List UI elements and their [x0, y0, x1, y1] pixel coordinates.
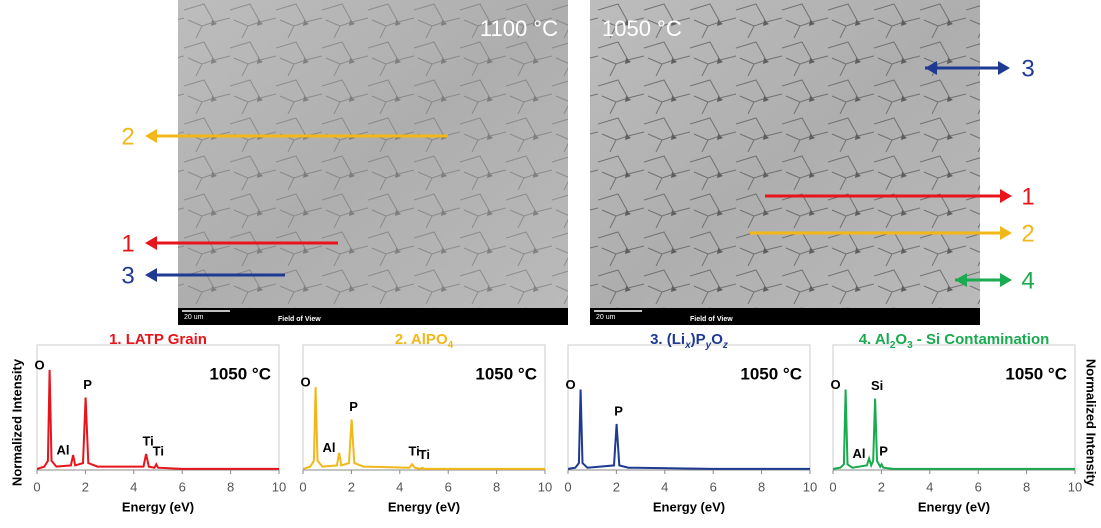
title-part: 3	[907, 340, 913, 351]
x-tick-label: 10	[1068, 479, 1082, 494]
peak-label: Ti	[142, 433, 153, 448]
x-tick-label: 2	[348, 479, 355, 494]
arrow-label: 2	[1021, 220, 1034, 247]
arrow-label: 1	[1021, 183, 1034, 210]
spectrum-line	[36, 369, 279, 470]
y-axis-label: Normalized Intensity	[1084, 359, 1099, 487]
x-tick-label: 6	[445, 479, 452, 494]
arrow-label: 2	[121, 123, 134, 150]
peak-label: Ti	[419, 447, 430, 462]
chart-title: 1. LATP Grain	[109, 331, 207, 348]
x-tick-label: 4	[926, 479, 933, 494]
x-tick-label: 8	[1023, 479, 1030, 494]
arrow-head	[998, 61, 1010, 75]
title-part: 3. (Li	[650, 331, 685, 348]
peak-label: P	[349, 399, 358, 414]
x-axis-label: Energy (eV)	[653, 499, 725, 514]
arrow-label: 3	[1021, 55, 1034, 82]
peak-label: Ti	[153, 444, 164, 459]
peak-label: O	[301, 375, 311, 390]
x-tick-label: 6	[975, 479, 982, 494]
chart-title: 3. (Lix)PyOz	[650, 331, 728, 351]
title-part: O	[711, 331, 723, 348]
peak-label: Ti	[408, 444, 419, 459]
peak-label: Si	[871, 378, 883, 393]
arrow-label: 1	[121, 230, 134, 257]
title-part: - Si Contamination	[913, 331, 1050, 348]
arrow-label: 3	[121, 262, 134, 289]
arrow-head	[925, 61, 937, 75]
inset-label: 1050 °C	[209, 364, 271, 383]
x-tick-label: 4	[396, 479, 403, 494]
peak-label: P	[83, 377, 92, 392]
title-part: O	[895, 331, 907, 348]
peak-label: O	[566, 377, 576, 392]
x-tick-label: 10	[272, 479, 286, 494]
temperature-label: 1100 °C	[480, 16, 558, 41]
x-tick-label: 0	[829, 479, 836, 494]
image-footer: Field of View	[690, 316, 733, 323]
spectrum-line	[567, 389, 810, 470]
peak-label: Al	[57, 442, 70, 457]
x-tick-label: 6	[179, 479, 186, 494]
x-tick-label: 4	[661, 479, 668, 494]
x-tick-label: 0	[33, 479, 40, 494]
scale-strip	[178, 308, 568, 325]
scale-strip	[590, 308, 980, 325]
peak-label: P	[879, 444, 888, 459]
arrow-head	[1000, 226, 1012, 240]
sem-texture	[590, 0, 980, 308]
arrow-label: 4	[1021, 267, 1034, 294]
chart-title: 2. AlPO4	[395, 331, 454, 351]
x-axis-label: Energy (eV)	[388, 499, 460, 514]
peak-label: O	[35, 357, 45, 372]
x-tick-label: 10	[538, 479, 552, 494]
spectrum-line	[302, 387, 545, 470]
x-axis-label: Energy (eV)	[918, 499, 990, 514]
x-tick-label: 4	[130, 479, 137, 494]
x-axis-label: Energy (eV)	[122, 499, 194, 514]
x-tick-label: 0	[299, 479, 306, 494]
chart-title: 4. Al2O3 - Si Contamination	[859, 331, 1050, 351]
x-tick-label: 2	[878, 479, 885, 494]
title-part: 1. LATP Grain	[109, 331, 207, 348]
title-part: x	[684, 340, 691, 351]
x-tick-label: 6	[710, 479, 717, 494]
title-part: y	[705, 340, 712, 351]
arrow-head	[955, 273, 967, 287]
inset-label: 1050 °C	[740, 364, 802, 383]
arrow-head	[1000, 189, 1012, 203]
title-part: )P	[691, 331, 706, 348]
peak-label: P	[614, 403, 623, 418]
x-tick-label: 10	[803, 479, 817, 494]
spectrum-line	[832, 389, 1075, 470]
x-tick-label: 8	[493, 479, 500, 494]
arrow-head	[145, 236, 157, 250]
peak-label: O	[831, 377, 841, 392]
x-tick-label: 2	[613, 479, 620, 494]
x-tick-label: 2	[82, 479, 89, 494]
title-part: 2	[890, 340, 896, 351]
scale-bar-label: 20 um	[596, 314, 616, 321]
arrow-head	[145, 268, 157, 282]
scale-bar-label: 20 um	[184, 314, 204, 321]
x-tick-label: 0	[564, 479, 571, 494]
x-tick-label: 8	[758, 479, 765, 494]
peak-label: Al	[323, 440, 336, 455]
temperature-label: 1050 °C	[602, 16, 682, 41]
arrow-head	[145, 129, 157, 143]
sem-texture	[178, 0, 568, 308]
inset-label: 1050 °C	[475, 364, 537, 383]
title-part: z	[722, 340, 728, 351]
title-part: 4. Al	[859, 331, 890, 348]
inset-label: 1050 °C	[1005, 364, 1067, 383]
title-part: 2. AlPO	[395, 331, 448, 348]
arrow-head	[1000, 273, 1012, 287]
title-part: 4	[448, 340, 454, 351]
peak-label: Al	[853, 446, 866, 461]
y-axis-label: Normalized Intensity	[9, 358, 24, 486]
x-tick-label: 8	[227, 479, 234, 494]
image-footer: Field of View	[278, 316, 321, 323]
